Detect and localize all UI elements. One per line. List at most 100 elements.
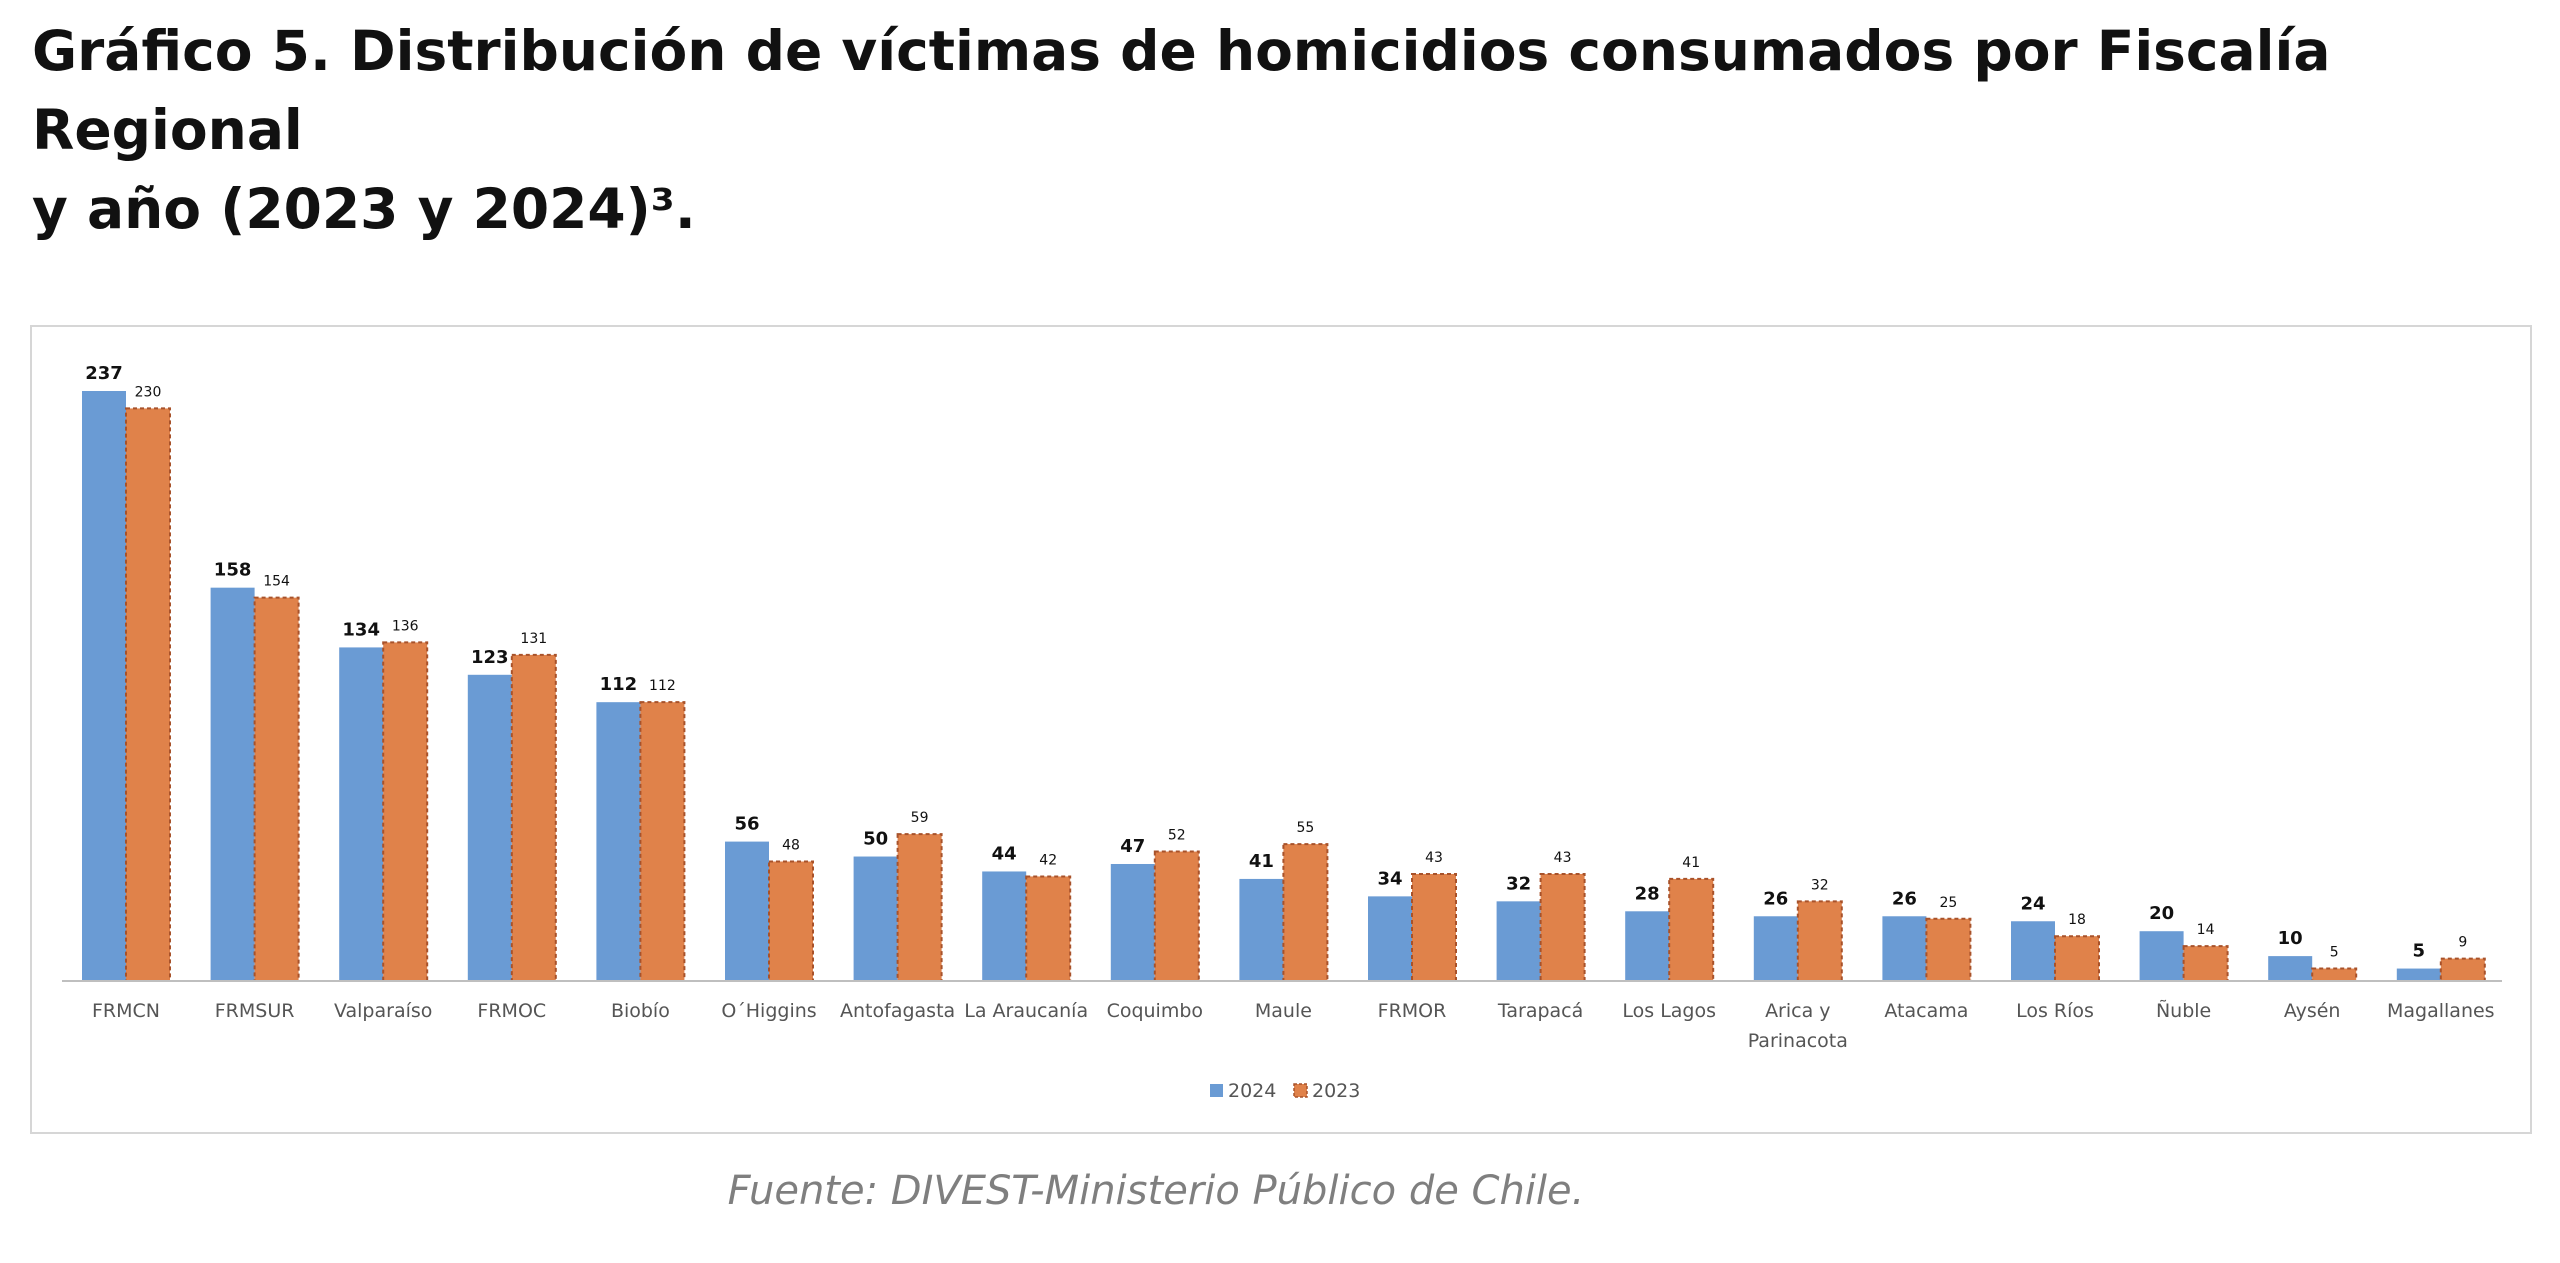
data-label-2024: 26 (1763, 888, 1788, 909)
x-tick-label: Biobío (611, 1000, 670, 1022)
bar-2023 (1411, 872, 1457, 983)
bar-2023 (768, 860, 814, 983)
data-label-2024: 56 (734, 814, 759, 835)
data-label-2024: 50 (863, 829, 888, 850)
bar-2023 (253, 596, 300, 982)
bar-2023 (2311, 967, 2358, 982)
bar-2023 (2182, 945, 2229, 983)
bar-2024 (725, 841, 769, 981)
data-label-2024: 24 (2020, 893, 2045, 914)
data-label-2024: 26 (1892, 888, 1917, 909)
data-label-2024: 32 (1506, 873, 1531, 894)
data-label-2023: 59 (911, 810, 929, 826)
bar-2023 (896, 833, 943, 983)
bar-2024 (2396, 968, 2441, 981)
x-tick-label: Maule (1255, 1000, 1312, 1022)
data-label-2023: 14 (2197, 922, 2215, 938)
data-label-2023: 41 (1682, 855, 1700, 871)
data-label-2023: 18 (2068, 912, 2086, 928)
data-label-2024: 158 (214, 560, 252, 581)
x-tick-label: FRMSUR (215, 1000, 295, 1022)
data-label-2023: 52 (1168, 828, 1186, 844)
data-label-2023: 5 (2330, 945, 2339, 961)
data-label-2024: 20 (2149, 903, 2174, 924)
x-tick-label: Parinacota (1748, 1030, 1848, 1052)
data-label-2023: 25 (1939, 895, 1957, 911)
data-label-2023: 32 (1811, 877, 1829, 893)
x-tick-label: La Araucanía (964, 1000, 1088, 1022)
data-label-2024: 123 (471, 647, 509, 668)
bar-2023 (1025, 875, 1072, 983)
data-label-2023: 43 (1554, 850, 1572, 866)
bar-2024 (1882, 916, 1927, 981)
data-label-2023: 136 (392, 618, 419, 634)
x-tick-label: FRMOC (477, 1000, 546, 1022)
bar-2023 (2439, 957, 2486, 982)
x-tick-label: O´Higgins (721, 1000, 816, 1022)
data-label-2024: 5 (2413, 941, 2426, 962)
x-tick-label: Aysén (2284, 1000, 2341, 1022)
bar-2024 (467, 674, 512, 981)
x-tick-label: Ñuble (2156, 999, 2211, 1022)
bar-2024 (210, 587, 255, 981)
x-tick-label: Los Ríos (2016, 1000, 2094, 1022)
legend-swatch-2023 (1293, 1083, 1308, 1098)
bar-2023 (1925, 917, 1972, 983)
data-label-2023: 42 (1039, 852, 1057, 868)
bar-2024 (1753, 916, 1798, 981)
bar-2023 (1282, 843, 1329, 982)
x-tick-label: Coquimbo (1107, 1000, 1203, 1022)
data-label-2023: 230 (135, 384, 162, 400)
bar-2023 (1668, 877, 1715, 983)
data-label-2024: 34 (1377, 868, 1402, 889)
bar-chart: 237 230 FRMCN 158 154 FRMSUR 134 136 Valparaíso 1… (62, 363, 2502, 1102)
x-tick-label: Antofagasta (840, 1000, 955, 1022)
data-label-2024: 10 (2278, 928, 2303, 949)
bar-2023 (382, 641, 429, 982)
x-tick-label: Los Lagos (1622, 1000, 1716, 1022)
legend-swatch-2024 (1210, 1084, 1223, 1097)
x-tick-label: Magallanes (2387, 1000, 2495, 1022)
x-tick-label: Tarapacá (1497, 1000, 1583, 1022)
bar-2024 (339, 647, 384, 981)
x-tick-label: Atacama (1884, 1000, 1968, 1022)
data-label-2024: 28 (1635, 883, 1660, 904)
bar-2023 (1539, 872, 1586, 983)
bar-2024 (596, 702, 641, 981)
bar-2023 (639, 701, 686, 982)
data-label-2023: 9 (2458, 935, 2467, 951)
bar-2023 (1153, 850, 1200, 982)
data-label-2024: 47 (1120, 836, 1145, 857)
data-label-2024: 112 (600, 674, 638, 695)
data-label-2023: 154 (263, 574, 290, 590)
bar-2023 (1796, 900, 1843, 982)
bar-2023 (125, 407, 171, 983)
x-tick-label: FRMOR (1378, 1000, 1447, 1022)
legend-label-2023: 2023 (1312, 1080, 1360, 1102)
bar-2023 (510, 653, 557, 982)
chart-title-line-2: y año (2023 y 2024)³. (32, 177, 696, 241)
bar-2024 (1625, 911, 1670, 981)
x-tick-label: Arica y (1765, 1000, 1830, 1022)
bar-2024 (2268, 956, 2313, 981)
data-label-2024: 134 (342, 619, 380, 640)
bar-2024 (1496, 901, 1541, 981)
data-label-2024: 41 (1249, 851, 1274, 872)
bar-2024 (2139, 931, 2184, 981)
bar-2024 (1110, 863, 1155, 981)
bar-2024 (1368, 896, 1412, 981)
chart-title: Gráfico 5. Distribución de víctimas de h… (32, 12, 2492, 249)
data-label-2023: 112 (649, 678, 676, 694)
x-tick-label: Valparaíso (334, 1000, 432, 1022)
x-tick-label: FRMCN (92, 1000, 160, 1022)
chart-frame: 237 230 FRMCN 158 154 FRMSUR 134 136 Valparaíso 1… (30, 325, 2532, 1134)
bar-2024 (982, 871, 1027, 981)
bar-2024 (2011, 921, 2055, 981)
data-label-2023: 48 (782, 838, 800, 854)
data-label-2023: 43 (1425, 850, 1443, 866)
legend-label-2024: 2024 (1228, 1080, 1276, 1102)
chart-title-line-1: Gráfico 5. Distribución de víctimas de h… (32, 19, 2331, 162)
bar-2024 (1239, 878, 1284, 981)
data-label-2023: 55 (1296, 820, 1314, 836)
bar-2024 (853, 856, 898, 981)
